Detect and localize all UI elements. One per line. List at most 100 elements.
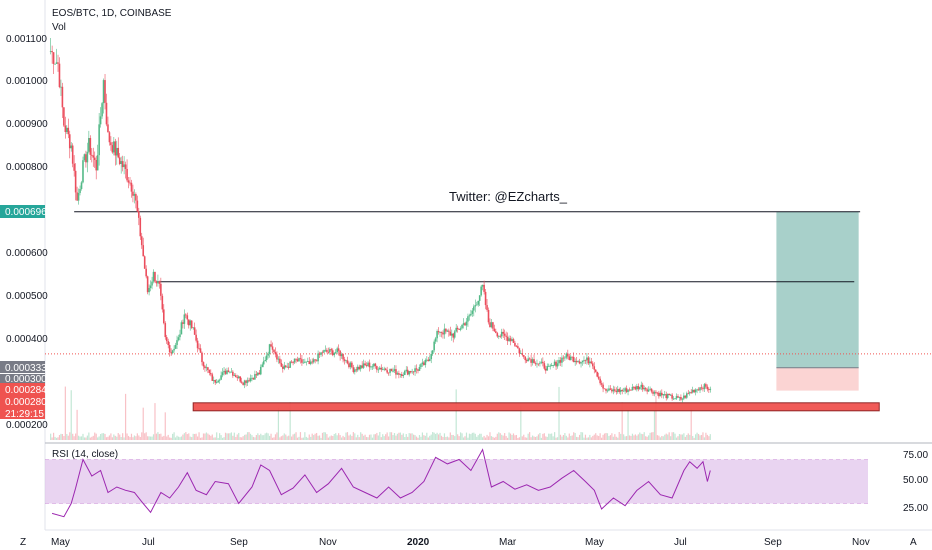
volume-bar [621,402,623,440]
candle-body [650,388,653,392]
price-badges: 0.000696 0.000333 0.000300 0.000284 0.00… [0,205,47,420]
volume-bar [132,437,134,440]
volume-bar [323,432,325,440]
volume-bar [524,437,526,440]
volume-bar [549,433,551,440]
volume-bar [687,433,689,440]
candle-body [609,388,612,390]
candle-body [92,155,95,158]
volume-bar [124,393,127,440]
candle-body [320,352,322,355]
candle-body [359,365,362,370]
volume-bar [304,432,306,440]
candle-body [135,194,137,201]
volume-bar [476,436,478,440]
auto-scale-a-button[interactable]: A [910,537,917,548]
box-level-badge[interactable] [0,361,45,373]
volume-bar [529,432,531,440]
volume-bar [163,435,165,440]
candle-body [265,355,268,360]
candle-body [145,268,147,277]
volume-bar [482,437,484,440]
support-badge[interactable] [0,395,45,407]
countdown-badge[interactable] [0,407,45,419]
candle-body [618,389,621,392]
volume-bar [388,436,390,440]
volume-bar [332,436,334,440]
candle-body [586,357,588,361]
volume-bar [505,436,507,440]
candle-body [192,327,194,329]
candle-body [481,284,484,287]
candle-body [80,182,83,189]
candle-body [229,371,231,373]
candle-body [666,393,669,399]
candle-body [292,362,294,364]
candle-body [528,358,531,360]
volume-bar [61,434,64,440]
volume-bar [432,432,434,440]
volume-bar [144,433,146,440]
price-axis[interactable]: 0.001100 0.001000 0.000900 0.000800 0.00… [6,0,48,530]
rsi-label[interactable]: RSI (14, close) [52,449,118,460]
volume-bar [329,436,331,440]
volume-bar [227,433,230,440]
candle-body [534,363,537,365]
twitter-annotation[interactable]: Twitter: @EZcharts_ [449,189,568,204]
candle-body [508,338,510,342]
candle-body [171,350,174,354]
candle-body [82,160,84,183]
volume-bar [386,432,388,440]
candle-body [499,335,502,337]
candle-body [217,380,219,383]
volume-label[interactable]: Vol [52,22,66,33]
volume-bar [634,434,636,440]
volume-bar [246,432,249,440]
volume-bar [705,432,707,440]
volume-bar [590,437,592,440]
candle-body [104,80,106,103]
volume-bar [674,433,676,440]
volume-bar [274,434,277,440]
time-axis[interactable]: May Jul Sep Nov 2020 Mar May Jul Sep Nov [45,529,932,548]
candle-body [512,339,515,343]
candle-body [346,360,349,364]
volume-bar [457,434,459,440]
candle-body [392,370,394,372]
time-tick-4: 2020 [407,537,430,548]
volume-bar [191,437,193,440]
resistance-badge[interactable] [0,205,45,218]
volume-bar [340,437,343,440]
price-tick-3: 0.000800 [6,162,48,173]
volume-bar [135,436,137,440]
candle-body [221,372,224,376]
symbol-title[interactable]: EOS/BTC, 1D, COINBASE [52,8,172,19]
candle-body [88,138,90,152]
candle-body [230,371,233,373]
candle-body [202,362,205,367]
volume-bar [624,436,626,440]
volume-bar [349,434,352,440]
candle-body [694,389,697,393]
candle-body [154,271,156,282]
volume-bar [110,433,112,440]
volume-bar [479,433,481,440]
volume-bar [292,434,294,440]
candle-body [556,363,559,367]
price-tick-1: 0.001000 [6,76,48,87]
auto-scale-z-button[interactable]: Z [20,537,26,548]
candle-body [703,384,706,390]
candle-body [165,337,168,342]
candle-body [139,217,142,237]
volume-bar [407,436,409,440]
candle-body [700,387,703,389]
candle-body [619,389,622,392]
candle-body [458,329,460,330]
volume-bar [142,407,144,440]
current-price-badge[interactable] [0,383,45,395]
volume-bar [85,437,87,440]
volume-bar [514,435,516,440]
candle-body [185,314,187,316]
candle-body [574,360,576,363]
candle-body [590,361,593,364]
